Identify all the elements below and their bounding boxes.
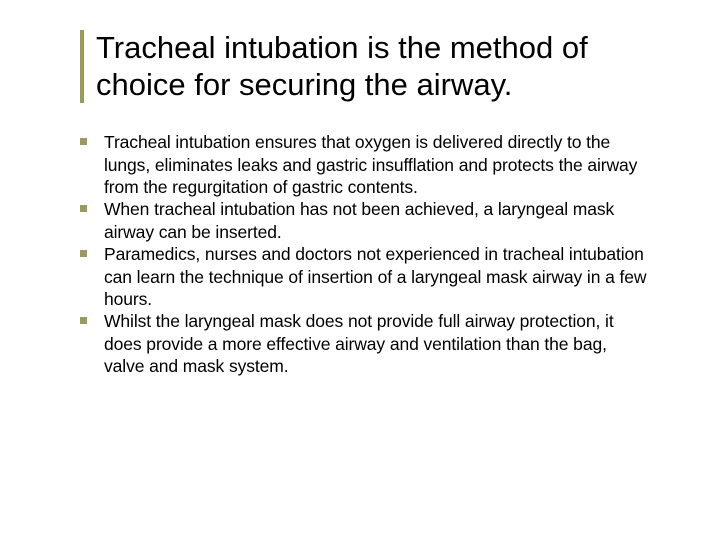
list-item-text: Tracheal intubation ensures that oxygen … — [104, 132, 637, 197]
square-bullet-icon — [80, 205, 87, 212]
list-item-text: Whilst the laryngeal mask does not provi… — [104, 311, 614, 376]
slide-title: Tracheal intubation is the method of cho… — [96, 30, 660, 103]
slide: Tracheal intubation is the method of cho… — [0, 0, 720, 540]
square-bullet-icon — [80, 138, 87, 145]
list-item: Tracheal intubation ensures that oxygen … — [76, 131, 650, 198]
title-block: Tracheal intubation is the method of cho… — [80, 30, 660, 103]
square-bullet-icon — [80, 317, 87, 324]
bullet-list: Tracheal intubation ensures that oxygen … — [76, 131, 650, 377]
list-item-text: When tracheal intubation has not been ac… — [104, 199, 614, 241]
list-item: Whilst the laryngeal mask does not provi… — [76, 310, 650, 377]
list-item-text: Paramedics, nurses and doctors not exper… — [104, 244, 646, 309]
list-item: When tracheal intubation has not been ac… — [76, 198, 650, 243]
square-bullet-icon — [80, 250, 87, 257]
title-accent-bar — [80, 30, 84, 103]
list-item: Paramedics, nurses and doctors not exper… — [76, 243, 650, 310]
